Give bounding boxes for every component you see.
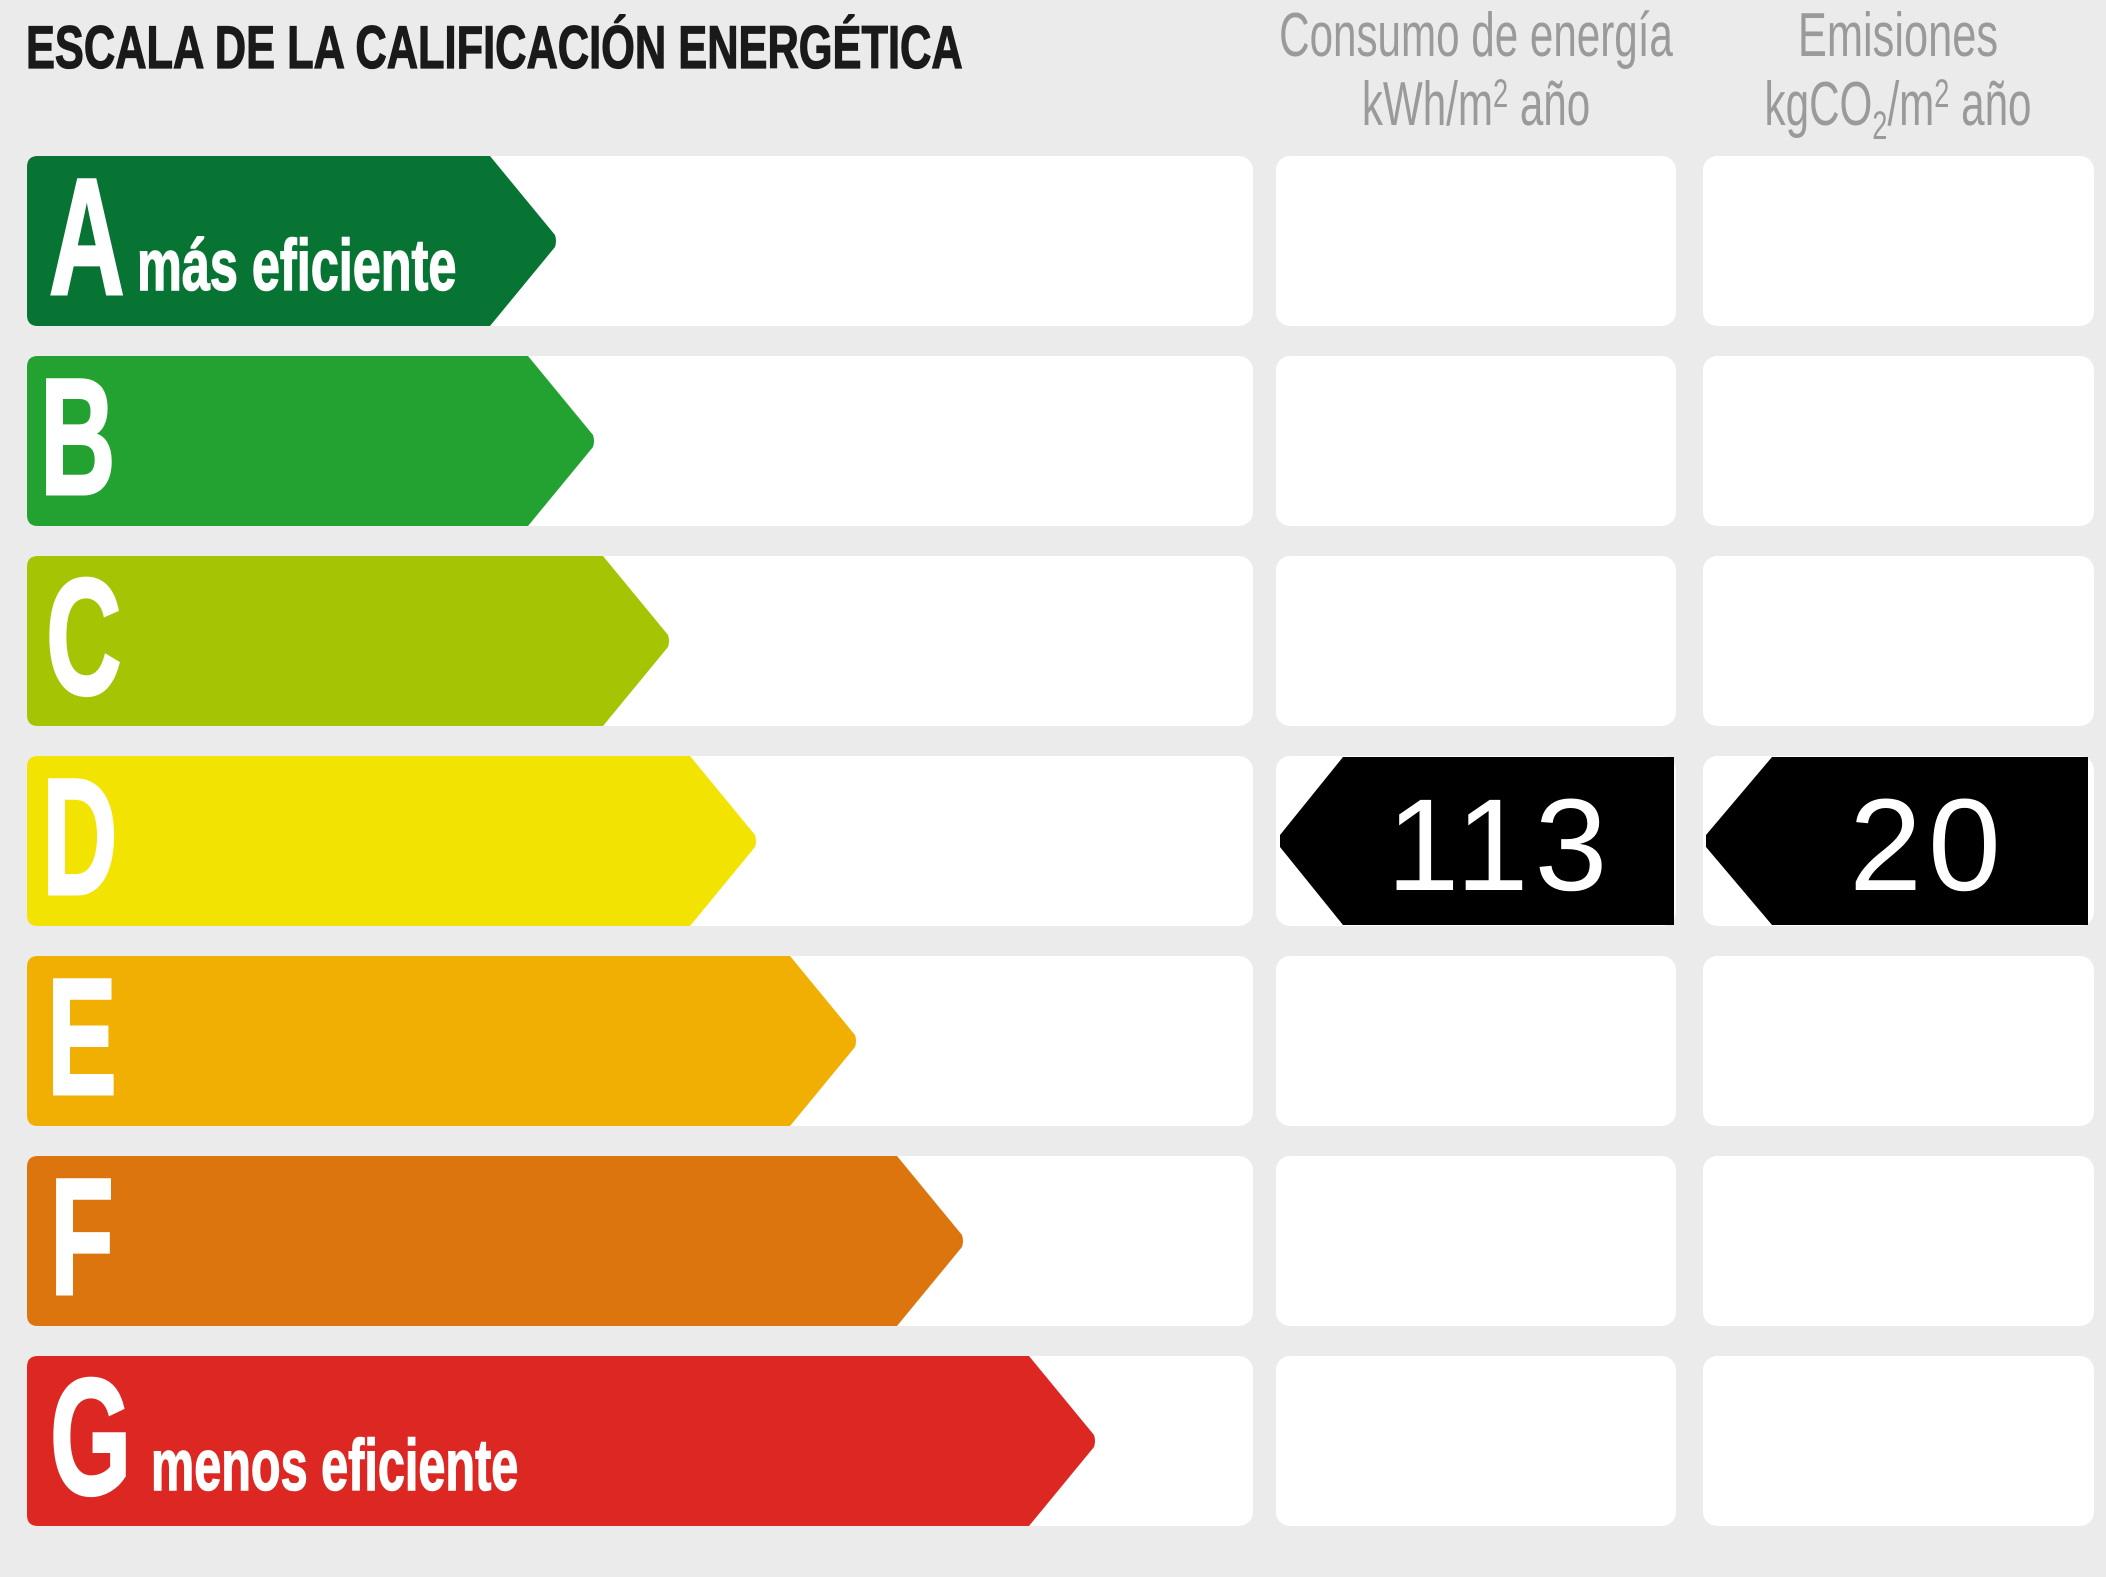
- svg-text:20: 20: [1849, 771, 2007, 918]
- svg-text:113: 113: [1387, 771, 1614, 918]
